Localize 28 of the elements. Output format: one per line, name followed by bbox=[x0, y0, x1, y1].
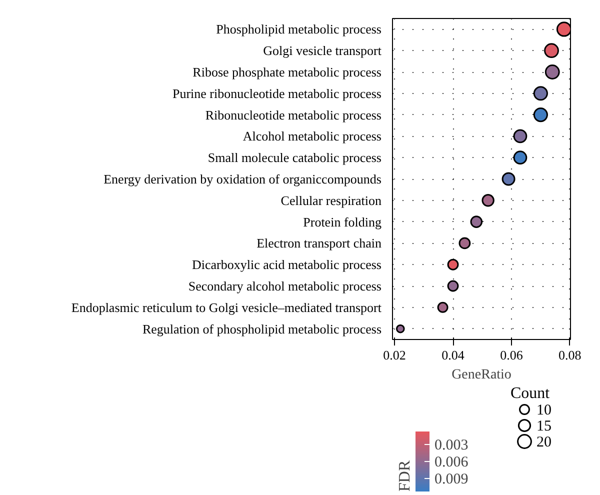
legend-label: 15 bbox=[536, 418, 552, 434]
y-tick-label: Electron transport chain bbox=[256, 236, 382, 251]
color-bar-label: 0.006 bbox=[434, 454, 469, 470]
y-tick-label: Secondary alcohol metabolic process bbox=[188, 278, 382, 294]
y-tick-label: Ribose phosphate metabolic process bbox=[192, 64, 382, 80]
y-tick-label: Purine ribonucleotide metabolic process bbox=[172, 86, 382, 101]
legend-title: Count bbox=[510, 385, 550, 402]
y-tick-label: Cellular respiration bbox=[280, 192, 382, 208]
legend-label: 20 bbox=[536, 434, 552, 450]
legend-label: 10 bbox=[536, 402, 552, 418]
y-tick-label: Small molecule catabolic process bbox=[208, 150, 382, 166]
y-tick-label: Energy derivation by oxidation of organiccompounds bbox=[104, 172, 382, 186]
y-tick-label: Protein folding bbox=[303, 214, 382, 230]
y-tick-label: Endoplasmic reticulum to Golgi vesicle–mediated transport bbox=[71, 300, 382, 315]
x-tick-label: 0.02 bbox=[383, 348, 406, 362]
color-bar-label: 0.003 bbox=[434, 438, 468, 454]
y-tick-label: Alcohol metabolic process bbox=[242, 128, 382, 144]
color-bar-label: 0.009 bbox=[434, 471, 468, 488]
x-tick-label: 0.08 bbox=[558, 348, 582, 362]
x-tick-label: 0.04 bbox=[442, 348, 465, 362]
y-tick-label: Ribonucleotide metabolic process bbox=[205, 107, 382, 122]
y-tick-label: Golgi vesicle transport bbox=[263, 43, 382, 58]
color-bar-title: FDR bbox=[396, 460, 414, 492]
x-axis-title: GeneRatio bbox=[452, 368, 512, 382]
y-tick-label: Regulation of phospholipid metabolic process bbox=[142, 321, 382, 336]
y-tick-label: Dicarboxylic acid metabolic process bbox=[192, 257, 382, 272]
y-tick-label: Phospholipid metabolic process bbox=[216, 22, 382, 37]
x-tick-label: 0.06 bbox=[500, 348, 524, 362]
